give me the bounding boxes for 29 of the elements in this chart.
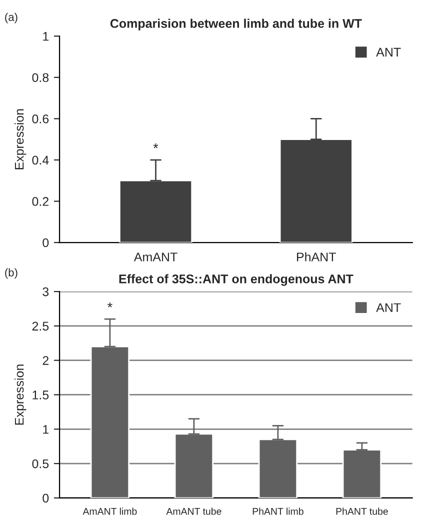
x-tick-label: AmANT tube xyxy=(166,508,222,515)
chart-title: Comparision between limb and tube in WT xyxy=(110,18,362,30)
text: (a) xyxy=(5,12,18,24)
y-tick-label: 0.5 xyxy=(32,459,49,468)
y-tick-label: 2 xyxy=(42,356,48,365)
y-tick-label: 0.6 xyxy=(32,114,49,124)
x-tick-label: AmANT limb xyxy=(82,508,137,515)
x-tick-label: PhANT xyxy=(297,252,336,262)
y-axis-title: Expression xyxy=(14,364,26,425)
y-tick-label: 1 xyxy=(43,32,49,41)
y-tick-label: 0 xyxy=(42,494,49,503)
x-tick-label: PhANT limb xyxy=(252,508,304,515)
y-tick-label: 0.2 xyxy=(32,197,48,206)
y-tick-label: 0.4 xyxy=(32,156,49,165)
y-tick-label: 2.5 xyxy=(32,322,49,331)
annotation: * xyxy=(107,302,112,308)
y-tick-label: 1.5 xyxy=(32,390,49,400)
y-tick-label: 0.8 xyxy=(32,73,49,82)
x-tick-label: AmANT xyxy=(134,252,178,262)
y-tick-label: 1 xyxy=(43,425,49,434)
chart-title: Effect of 35S::ANT on endogenous ANT xyxy=(119,274,354,286)
x-tick-label: PhANT tube xyxy=(336,508,388,515)
legend-label: ANT xyxy=(376,303,401,312)
y-tick-label: 3 xyxy=(42,287,49,296)
y-tick-label: 0 xyxy=(42,238,49,248)
legend-label: ANT xyxy=(376,48,401,56)
text: (b) xyxy=(5,268,18,279)
y-axis-title: Expression xyxy=(14,109,26,170)
annotation: * xyxy=(153,143,158,148)
